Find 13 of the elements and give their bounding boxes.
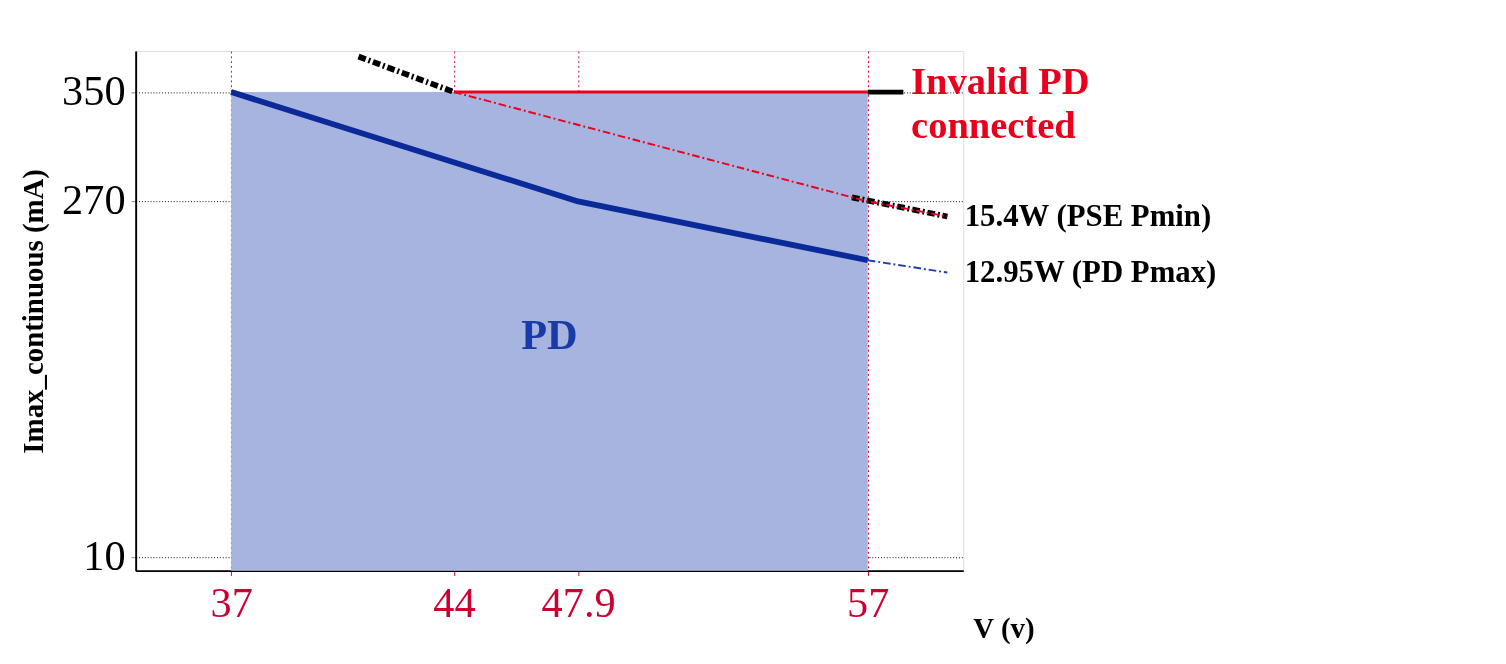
y-axis-title: Imax_continuous (mA) <box>16 169 50 454</box>
x-tick-label: 44 <box>433 579 476 627</box>
x-tick-label: 47.9 <box>541 579 616 627</box>
y-tick-label: 350 <box>62 67 126 115</box>
x-tick-label: 57 <box>847 579 890 627</box>
x-axis-title: V (v) <box>973 611 1035 645</box>
annotation: Invalid PD connected <box>911 59 1090 147</box>
series-label: 15.4W (PSE Pmin) <box>964 199 1212 234</box>
series-label: PD <box>521 311 578 359</box>
x-tick-label: 37 <box>210 579 253 627</box>
series-label: 12.95W (PD Pmax) <box>964 255 1217 290</box>
y-tick-label: 10 <box>83 531 126 579</box>
y-tick-label: 270 <box>62 176 126 224</box>
